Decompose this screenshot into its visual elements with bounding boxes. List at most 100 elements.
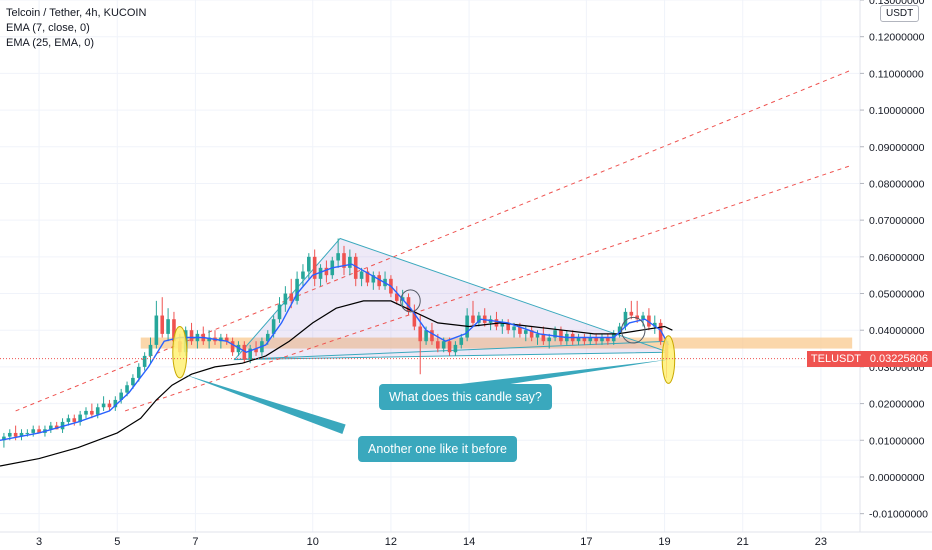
candle-body: [600, 337, 604, 342]
x-tick-label: 17: [580, 536, 592, 548]
y-tick-label: 0.12000000: [869, 32, 925, 44]
legend-ema-fast[interactable]: EMA (7, close, 0): [6, 22, 90, 34]
candle-body: [224, 337, 229, 342]
grid: [0, 0, 860, 532]
candle-body: [394, 293, 399, 301]
x-tick-label: 7: [192, 536, 198, 548]
candle-body: [436, 341, 440, 349]
candle-body: [365, 271, 370, 283]
candle-body: [277, 304, 282, 320]
y-tick-label: -0.01000000: [869, 509, 928, 521]
legend-ema-slow[interactable]: EMA (25, EMA, 0): [6, 37, 95, 49]
candle-body: [658, 322, 663, 342]
candle-body: [107, 403, 112, 408]
candle-body: [301, 271, 305, 279]
y-tick-label: 0.05000000: [869, 289, 925, 301]
candle-body: [418, 326, 423, 342]
candle-body: [652, 322, 657, 327]
candle-body: [113, 399, 118, 408]
last-price-symbol: TELUSDT: [810, 352, 861, 365]
candle-body: [629, 311, 634, 316]
candle-body: [166, 319, 170, 334]
candle-body: [31, 429, 36, 433]
candle-body: [142, 355, 147, 367]
candle-body: [412, 311, 417, 327]
x-tick-label: 12: [385, 536, 397, 548]
candle-body: [500, 322, 505, 327]
candle-body: [248, 348, 252, 360]
y-tick-label: 0.08000000: [869, 178, 925, 190]
last-price-value: 0.03225806: [869, 352, 928, 365]
y-tick-label: 0.02000000: [869, 399, 925, 411]
candle-body: [623, 311, 628, 327]
candle-body: [172, 319, 176, 342]
candle-body: [359, 271, 364, 279]
time-axis[interactable]: 3 5 7 10 12 14 17 19 21 23: [36, 536, 827, 548]
candle-body: [72, 418, 77, 422]
highlight-ellipse: [172, 326, 188, 379]
candle-body: [353, 256, 358, 279]
candle-body: [307, 256, 311, 272]
callout-previous-one[interactable]: Another one like it before: [358, 436, 517, 462]
candle-body: [7, 432, 12, 437]
candle-body: [588, 337, 593, 342]
candle-body: [283, 293, 288, 305]
candle-body: [471, 315, 475, 323]
y-tick-label: 0.10000000: [869, 105, 925, 117]
legend-symbol[interactable]: Telcoin / Tether, 4h, KUCOIN: [6, 7, 147, 19]
candle-body: [95, 407, 100, 415]
highlight-ellipse: [661, 335, 676, 384]
legend: Telcoin / Tether, 4h, KUCOIN EMA (7, clo…: [6, 6, 146, 51]
candle-body: [576, 337, 581, 342]
candle-body: [318, 267, 323, 279]
candle-body: [477, 315, 481, 323]
candle-body: [512, 326, 516, 331]
candle-body: [84, 410, 88, 415]
candle-body: [271, 319, 276, 334]
support-zone: [140, 337, 853, 349]
candle-body: [13, 432, 18, 437]
candle-body: [160, 315, 165, 334]
candle-body: [25, 432, 30, 434]
candle-body: [635, 315, 639, 320]
candle-body: [459, 337, 464, 345]
callout-candle-question[interactable]: What does this candle say?: [379, 384, 552, 410]
candle-body: [342, 253, 346, 268]
candle-body: [66, 418, 71, 422]
currency-badge[interactable]: USDT: [880, 5, 920, 22]
y-tick-label: 0.00000000: [869, 472, 925, 484]
candle-body: [189, 330, 194, 342]
candle-body: [377, 275, 381, 287]
candle-body: [371, 275, 376, 283]
y-tick-label: 0.13000000: [869, 0, 925, 7]
x-tick-label: 23: [815, 536, 827, 548]
candle-body: [148, 344, 153, 356]
candle-body: [518, 326, 522, 334]
candle-body: [641, 315, 645, 320]
y-tick-label: 0.06000000: [869, 252, 925, 264]
candle-body: [312, 256, 317, 279]
candle-body: [78, 414, 82, 422]
candle-body: [447, 341, 452, 353]
candle-body: [289, 293, 294, 301]
candle-body: [131, 377, 135, 386]
trend-channel-line: [15, 69, 853, 412]
circle-annotation: [621, 316, 646, 344]
candle-body: [406, 297, 411, 312]
candle-body: [506, 322, 510, 331]
circle-annotation: [400, 289, 421, 313]
candle-body: [101, 403, 106, 408]
candle-body: [606, 337, 610, 342]
candle-body: [547, 337, 552, 342]
candle-body: [529, 330, 534, 338]
candle-body: [295, 278, 299, 301]
candle-body: [523, 330, 528, 334]
y-tick-label: 0.01000000: [869, 435, 925, 447]
x-tick-label: 19: [658, 536, 670, 548]
candle-body: [136, 366, 141, 378]
price-axis[interactable]: 0.13000000 0.12000000 0.11000000 0.10000000…: [860, 0, 928, 521]
candle-body: [535, 333, 540, 338]
last-price-tag: TELUSDT 0.03225806: [806, 350, 932, 367]
